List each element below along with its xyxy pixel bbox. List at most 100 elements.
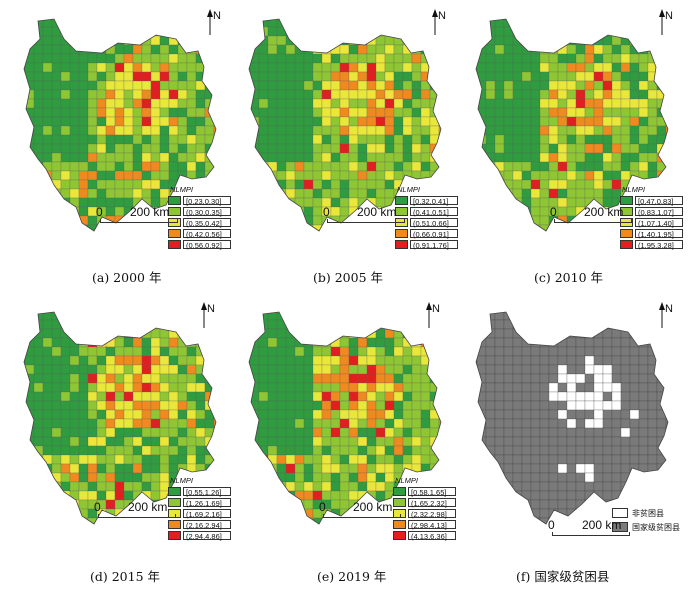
county-cell bbox=[521, 346, 532, 357]
map-panel-2010: N NLMPI [0.47,0.83] (0.83,1.07] (1.07,1.40… bbox=[462, 5, 692, 295]
county-cell bbox=[213, 445, 216, 456]
county-cell bbox=[348, 463, 359, 474]
county-cell bbox=[42, 89, 53, 100]
county-cell bbox=[539, 454, 550, 465]
county-cell bbox=[476, 197, 487, 208]
county-cell bbox=[575, 170, 586, 181]
county-cell bbox=[384, 355, 395, 366]
county-cell bbox=[276, 98, 287, 109]
county-cell bbox=[476, 355, 478, 366]
county-cell bbox=[620, 170, 631, 181]
county-cell bbox=[223, 302, 232, 311]
county-cell bbox=[60, 391, 71, 402]
county-cell bbox=[665, 409, 668, 420]
county-cell bbox=[249, 472, 260, 483]
county-cell bbox=[357, 454, 368, 465]
county-cell bbox=[566, 391, 577, 402]
county-cell bbox=[42, 80, 53, 91]
county-cell bbox=[512, 445, 523, 456]
county-cell bbox=[267, 373, 278, 384]
county-cell bbox=[548, 26, 559, 37]
county-cell bbox=[339, 517, 350, 524]
county-cell bbox=[168, 319, 179, 330]
county-cell bbox=[503, 206, 514, 217]
county-cell bbox=[339, 224, 350, 231]
county-cell bbox=[620, 71, 631, 82]
county-cell bbox=[294, 161, 305, 172]
legend-item: (1.69,2.16] bbox=[168, 508, 231, 519]
county-cell bbox=[348, 418, 359, 429]
county-cell bbox=[557, 134, 568, 145]
county-cell bbox=[105, 454, 116, 465]
legend: NLMPI [0.32,0.41] (0.41,0.51] (0.51,0.66](… bbox=[395, 185, 458, 250]
county-cell bbox=[339, 44, 350, 55]
county-cell bbox=[42, 319, 53, 330]
county-cell bbox=[575, 71, 586, 82]
county-cell bbox=[522, 234, 531, 243]
county-cell bbox=[476, 19, 478, 28]
county-cell bbox=[575, 391, 586, 402]
county-cell bbox=[621, 9, 630, 18]
legend-label: [0.32,0.41] bbox=[410, 196, 458, 206]
county-cell bbox=[276, 170, 287, 181]
county-cell bbox=[420, 35, 431, 46]
county-cell bbox=[486, 527, 495, 536]
county-cell bbox=[566, 382, 577, 393]
county-cell bbox=[420, 19, 431, 28]
county-cell bbox=[204, 337, 215, 348]
county-cell bbox=[530, 71, 541, 82]
county-cell bbox=[241, 527, 250, 536]
county-cell bbox=[575, 224, 586, 231]
county-cell bbox=[584, 508, 595, 519]
county-cell bbox=[512, 499, 523, 510]
county-cell bbox=[106, 234, 115, 243]
county-cell bbox=[168, 152, 179, 163]
county-cell bbox=[33, 134, 44, 145]
county-cell bbox=[602, 107, 613, 118]
county-cell bbox=[412, 302, 421, 311]
county-cell bbox=[512, 463, 523, 474]
county-cell bbox=[223, 311, 232, 320]
county-cell bbox=[105, 391, 116, 402]
choropleth-map-2015 bbox=[23, 302, 232, 525]
county-cell bbox=[60, 215, 71, 226]
county-cell bbox=[629, 98, 640, 109]
county-cell bbox=[249, 179, 260, 190]
county-cell bbox=[503, 35, 514, 46]
county-cell bbox=[638, 26, 649, 37]
county-cell bbox=[105, 62, 116, 73]
county-cell bbox=[24, 328, 35, 339]
county-cell bbox=[584, 80, 595, 91]
county-cell bbox=[60, 71, 71, 82]
legend-item: [0.32,0.41] bbox=[395, 195, 458, 206]
county-cell bbox=[141, 418, 152, 429]
county-cell bbox=[24, 319, 35, 330]
county-cell bbox=[69, 179, 80, 190]
county-cell bbox=[448, 311, 457, 320]
county-cell bbox=[177, 355, 188, 366]
county-cell bbox=[357, 107, 368, 118]
county-cell bbox=[539, 26, 550, 37]
county-cell bbox=[105, 26, 116, 37]
county-cell bbox=[249, 197, 251, 208]
county-cell bbox=[294, 98, 305, 109]
county-cell bbox=[213, 409, 216, 420]
county-cell bbox=[69, 188, 80, 199]
county-cell bbox=[285, 382, 296, 393]
county-cell bbox=[186, 125, 197, 136]
county-cell bbox=[78, 80, 89, 91]
legend-item: (2.16,2.94] bbox=[168, 519, 231, 530]
county-cell bbox=[105, 472, 116, 483]
county-cell bbox=[384, 364, 395, 375]
county-cell bbox=[567, 234, 576, 243]
county-cell bbox=[348, 517, 359, 524]
county-cell bbox=[602, 224, 613, 231]
county-cell bbox=[223, 410, 232, 419]
county-cell bbox=[384, 26, 395, 37]
county-cell bbox=[96, 472, 107, 483]
county-cell bbox=[24, 508, 26, 519]
county-cell bbox=[141, 170, 152, 181]
county-cell bbox=[204, 161, 215, 172]
county-cell bbox=[150, 472, 161, 483]
county-cell bbox=[485, 436, 496, 447]
